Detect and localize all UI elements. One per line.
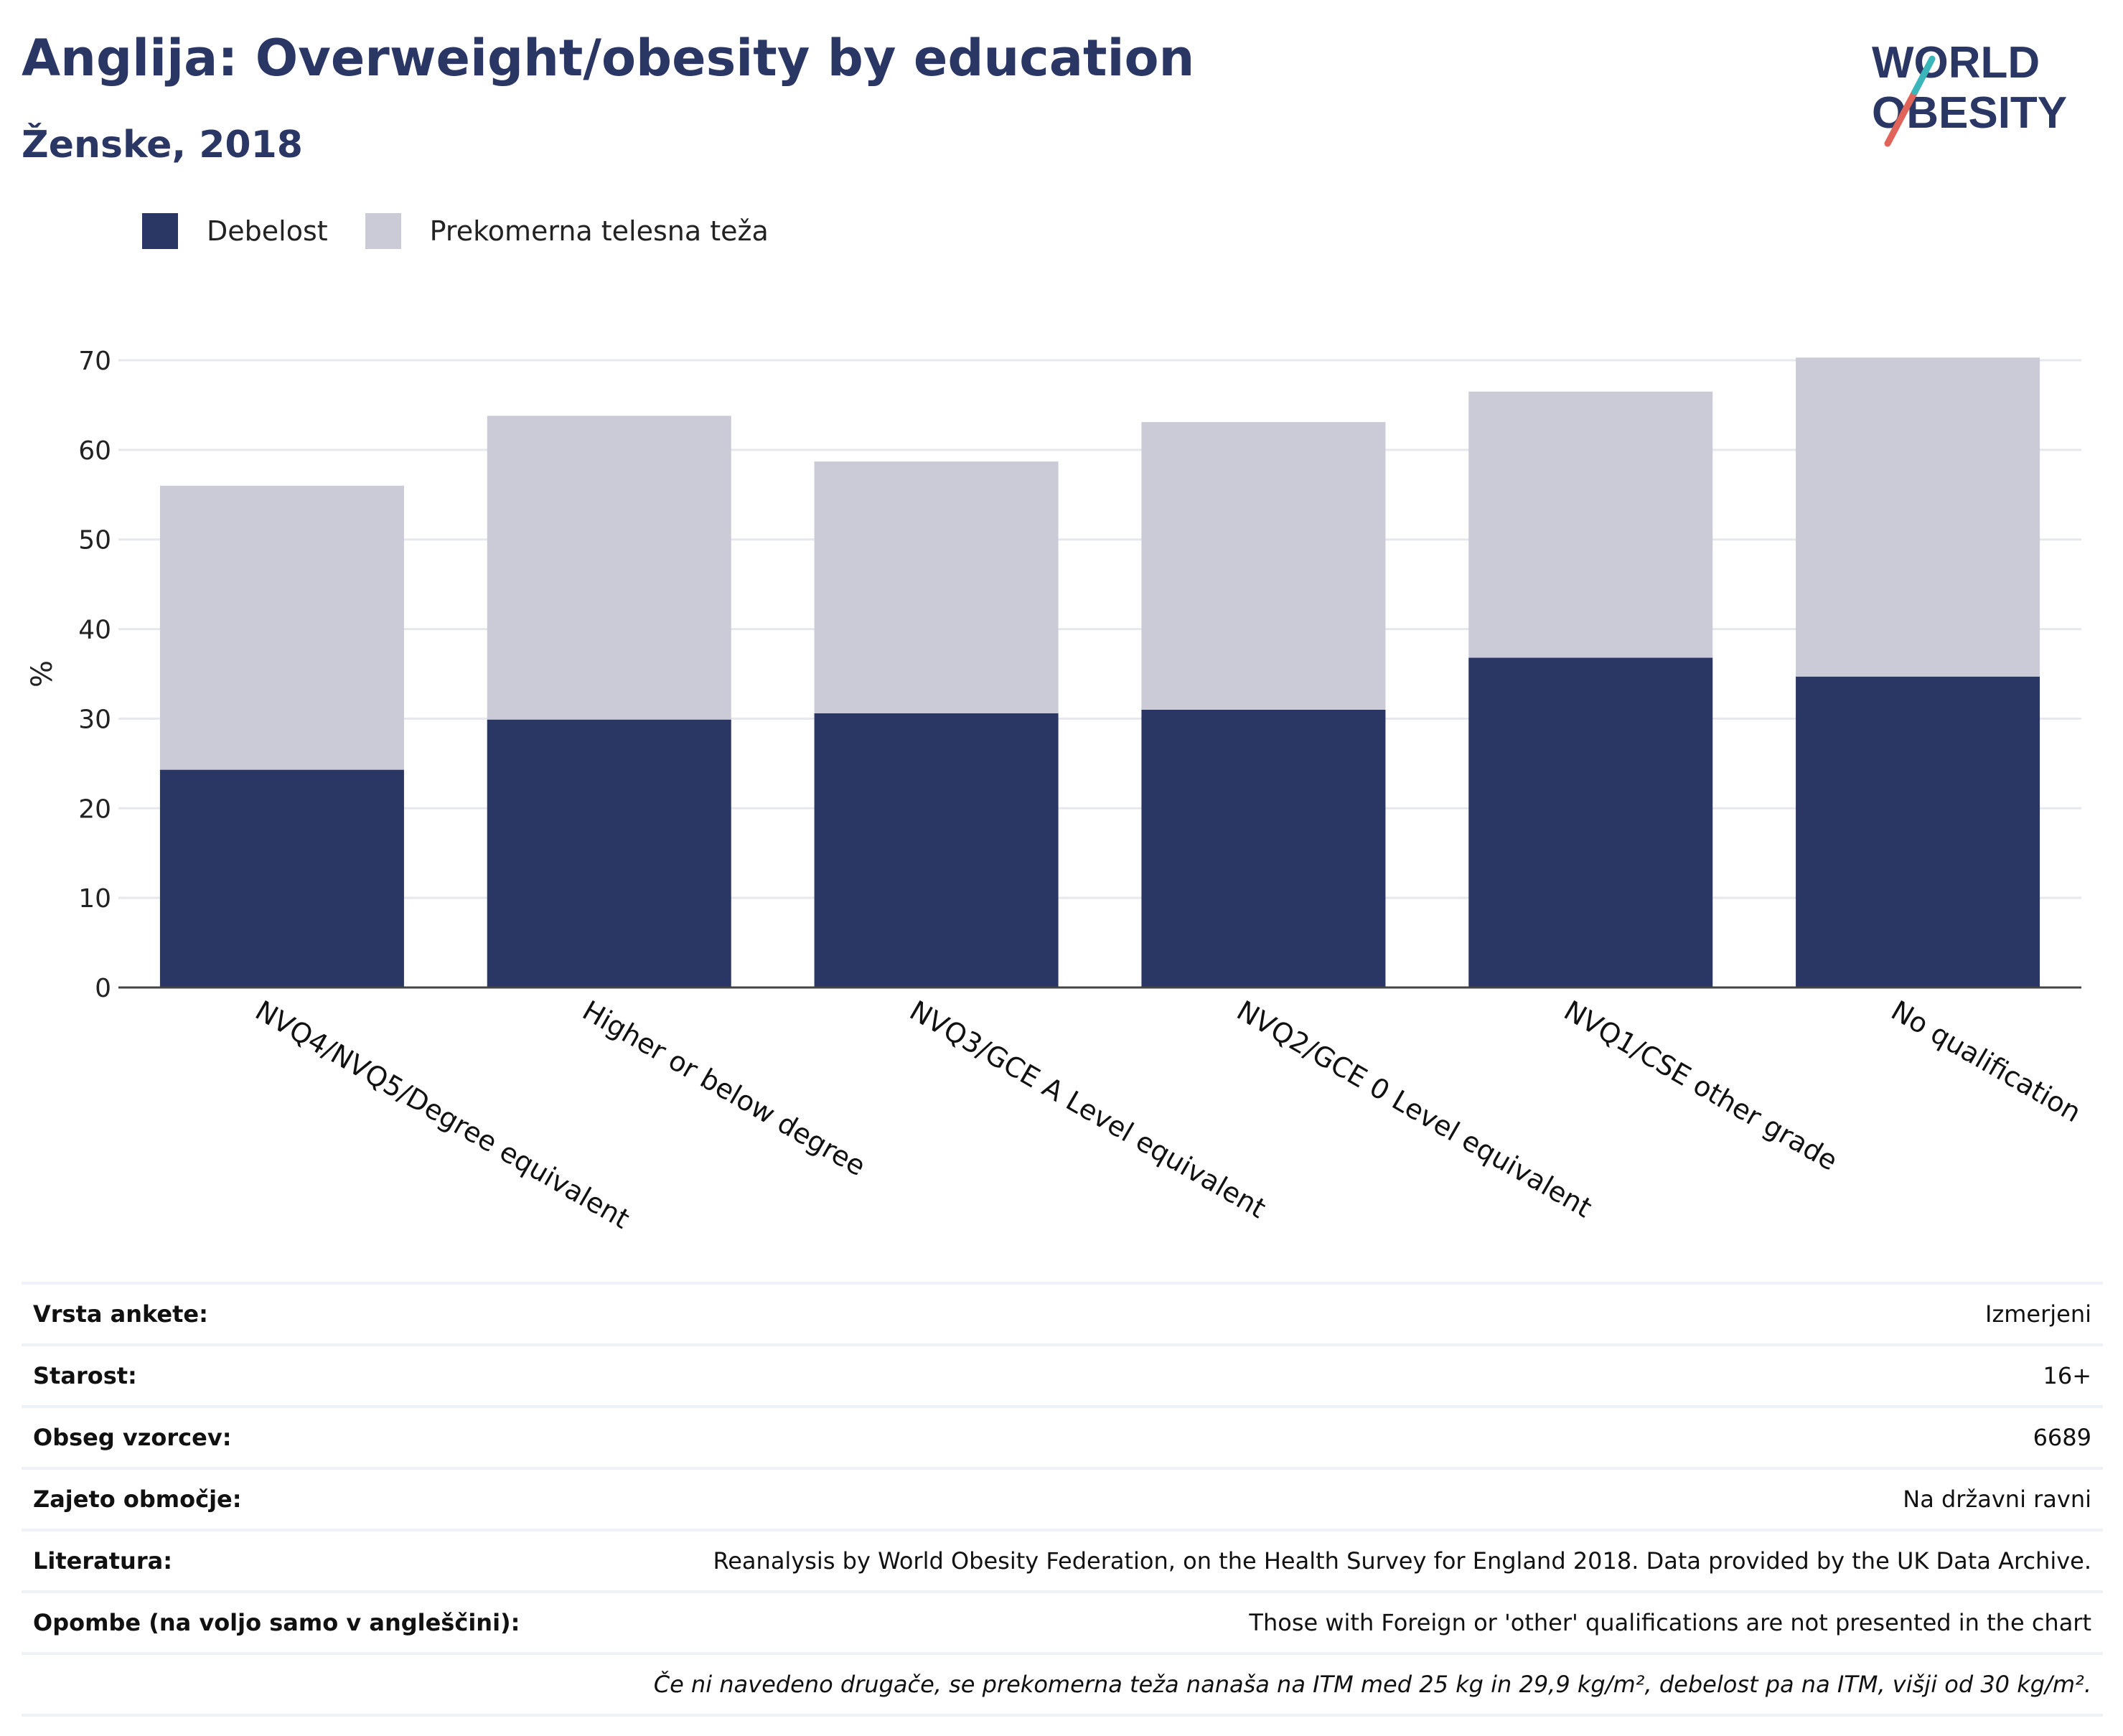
meta-value: Those with Foreign or 'other' qualificat… — [1249, 1609, 2091, 1636]
meta-row-sample-size: Obseg vzorcev: 6689 — [22, 1405, 2103, 1467]
legend-label-obesity[interactable]: Debelost — [207, 215, 328, 247]
meta-key: Opombe (na voljo samo v angleščini): — [33, 1609, 520, 1636]
legend-label-overweight[interactable]: Prekomerna telesna teža — [429, 215, 769, 247]
legend-swatch-obesity[interactable] — [142, 213, 178, 249]
bar-overweight — [814, 461, 1059, 713]
stacked-bar-chart: 0 10 20 30 40 50 60 70% NVQ4/NVQ5/Degree equival… — [26, 347, 2086, 1235]
legend-swatch-overweight[interactable] — [365, 213, 401, 249]
y-tick-label: 40 — [78, 616, 111, 645]
x-tick-label: Higher or below degree — [577, 995, 871, 1183]
y-tick-label: 0 — [95, 974, 111, 1003]
meta-key: Zajeto območje: — [33, 1486, 242, 1513]
y-axis-label: % — [26, 660, 59, 688]
bar-obesity — [1468, 657, 1713, 987]
bar-overweight — [1796, 357, 2040, 677]
bar-overweight — [1468, 391, 1713, 658]
bar-obesity — [159, 769, 404, 987]
footnote: Če ni navedeno drugače, se prekomerna te… — [653, 1671, 2091, 1698]
bar-obesity — [1796, 676, 2040, 987]
x-tick-label: NVQ3/GCE A Level equivalent — [904, 995, 1271, 1224]
legend: Debelost Prekomerna telesna teža — [142, 212, 806, 250]
meta-value: 16+ — [2043, 1362, 2091, 1389]
bar-overweight — [159, 485, 404, 770]
x-tick-label: NVQ2/GCE 0 Level equivalent — [1232, 995, 1597, 1224]
y-tick-label: 60 — [78, 436, 111, 466]
meta-row-age: Starost: 16+ — [22, 1343, 2103, 1405]
meta-key: Vrsta ankete: — [33, 1300, 208, 1328]
x-tick-label: No qualification — [1886, 995, 2086, 1129]
y-tick-label: 50 — [78, 526, 111, 555]
bar-obesity — [1141, 709, 1386, 987]
meta-key: Literatura: — [33, 1547, 172, 1575]
y-tick-label: 30 — [78, 705, 111, 734]
chart-subtitle: Ženske, 2018 — [22, 123, 303, 166]
metadata-table: Vrsta ankete: Izmerjeni Starost: 16+ Obs… — [22, 1282, 2103, 1717]
bar-overweight — [487, 416, 731, 720]
y-tick-label: 70 — [78, 347, 111, 376]
svg-text:WORLD: WORLD — [1872, 38, 2040, 88]
meta-row-footnote: Če ni navedeno drugače, se prekomerna te… — [22, 1652, 2103, 1717]
x-tick-label: NVQ1/CSE other grade — [1559, 995, 1843, 1177]
y-tick-label: 20 — [78, 794, 111, 824]
meta-row-area: Zajeto območje: Na državni ravni — [22, 1467, 2103, 1529]
meta-value: Reanalysis by World Obesity Federation, … — [713, 1547, 2091, 1575]
y-tick-label: 10 — [78, 884, 111, 914]
meta-key: Starost: — [33, 1362, 137, 1389]
bar-overweight — [1141, 422, 1386, 710]
meta-value: Izmerjeni — [1985, 1300, 2091, 1328]
bar-obesity — [487, 719, 731, 987]
meta-value: 6689 — [2033, 1424, 2091, 1451]
x-tick-label: NVQ4/NVQ5/Degree equivalent — [250, 995, 634, 1235]
meta-row-references: Literatura: Reanalysis by World Obesity … — [22, 1529, 2103, 1590]
bar-obesity — [814, 713, 1059, 987]
meta-row-notes: Opombe (na voljo samo v angleščini): Tho… — [22, 1590, 2103, 1652]
world-obesity-logo: WORLD OBESITY — [1872, 38, 2067, 147]
meta-key: Obseg vzorcev: — [33, 1424, 232, 1451]
meta-row-survey-type: Vrsta ankete: Izmerjeni — [22, 1282, 2103, 1343]
chart-title: Anglija: Overweight/obesity by education — [22, 29, 1195, 88]
meta-value: Na državni ravni — [1903, 1486, 2091, 1513]
